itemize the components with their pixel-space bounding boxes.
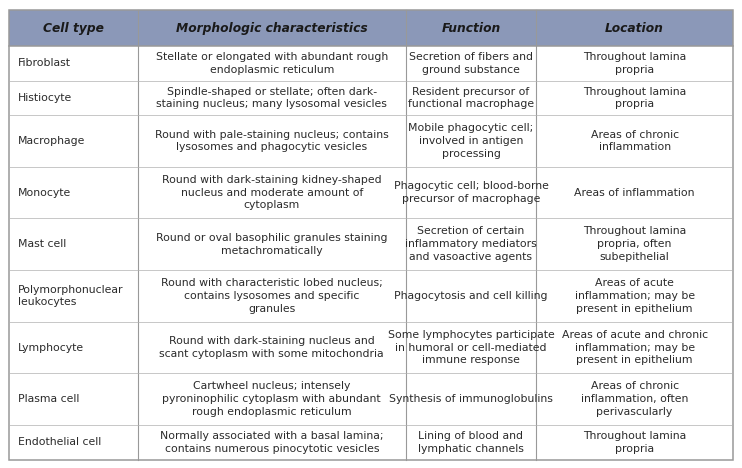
Text: Endothelial cell: Endothelial cell [18, 438, 101, 447]
Text: Resident precursor of
functional macrophage: Resident precursor of functional macroph… [408, 87, 534, 110]
Bar [9, 10, 733, 46]
Text: Round with pale-staining nucleus; contains
lysosomes and phagocytic vesicles: Round with pale-staining nucleus; contai… [155, 130, 389, 153]
Text: Synthesis of immunoglobulins: Synthesis of immunoglobulins [389, 395, 553, 404]
Text: Normally associated with a basal lamina;
contains numerous pinocytotic vesicles: Normally associated with a basal lamina;… [160, 431, 384, 454]
Text: Plasma cell: Plasma cell [18, 395, 79, 404]
Text: Macrophage: Macrophage [18, 136, 85, 146]
Text: Throughout lamina
propria: Throughout lamina propria [583, 87, 686, 110]
Text: Throughout lamina
propria: Throughout lamina propria [583, 52, 686, 75]
Text: Some lymphocytes participate
in humoral or cell-mediated
immune response: Some lymphocytes participate in humoral … [387, 330, 554, 366]
Text: Lymphocyte: Lymphocyte [18, 343, 84, 352]
Text: Monocyte: Monocyte [18, 188, 70, 197]
Text: Throughout lamina
propria, often
subepithelial: Throughout lamina propria, often subepit… [583, 227, 686, 262]
Text: Areas of inflammation: Areas of inflammation [574, 188, 695, 197]
Text: Histiocyte: Histiocyte [18, 93, 72, 103]
Text: Mast cell: Mast cell [18, 239, 66, 249]
Text: Round with characteristic lobed nucleus;
contains lysosomes and specific
granule: Round with characteristic lobed nucleus;… [161, 278, 383, 314]
Text: Cell type: Cell type [43, 22, 104, 35]
Text: Phagocytic cell; blood-borne
precursor of macrophage: Phagocytic cell; blood-borne precursor o… [393, 181, 548, 204]
Text: Mobile phagocytic cell;
involved in antigen
processing: Mobile phagocytic cell; involved in anti… [408, 123, 533, 159]
Text: Lining of blood and
lymphatic channels: Lining of blood and lymphatic channels [418, 431, 524, 454]
Text: Areas of acute and chronic
inflammation; may be
present in epithelium: Areas of acute and chronic inflammation;… [562, 330, 708, 366]
Text: Spindle-shaped or stellate; often dark-
staining nucleus; many lysosomal vesicle: Spindle-shaped or stellate; often dark- … [157, 87, 387, 110]
Text: Throughout lamina
propria: Throughout lamina propria [583, 431, 686, 454]
Text: Round with dark-staining nucleus and
scant cytoplasm with some mitochondria: Round with dark-staining nucleus and sca… [160, 336, 384, 359]
Text: Stellate or elongated with abundant rough
endoplasmic reticulum: Stellate or elongated with abundant roug… [156, 52, 388, 75]
Text: Areas of chronic
inflammation, often
perivascularly: Areas of chronic inflammation, often per… [581, 381, 689, 417]
Text: Round with dark-staining kidney-shaped
nucleus and moderate amount of
cytoplasm: Round with dark-staining kidney-shaped n… [162, 175, 381, 211]
Text: Location: Location [605, 22, 664, 35]
Text: Cartwheel nucleus; intensely
pyroninophilic cytoplasm with abundant
rough endopl: Cartwheel nucleus; intensely pyroninophi… [162, 381, 381, 417]
Text: Secretion of fibers and
ground substance: Secretion of fibers and ground substance [409, 52, 533, 75]
Text: Phagocytosis and cell killing: Phagocytosis and cell killing [394, 291, 548, 301]
Text: Function: Function [441, 22, 501, 35]
Text: Fibroblast: Fibroblast [18, 58, 70, 68]
Text: Areas of chronic
inflammation: Areas of chronic inflammation [591, 130, 679, 153]
Text: Morphologic characteristics: Morphologic characteristics [176, 22, 367, 35]
Text: Areas of acute
inflammation; may be
present in epithelium: Areas of acute inflammation; may be pres… [574, 278, 695, 314]
Text: Round or oval basophilic granules staining
metachromatically: Round or oval basophilic granules staini… [156, 233, 387, 256]
Text: Polymorphonuclear
leukocytes: Polymorphonuclear leukocytes [18, 285, 123, 307]
Text: Secretion of certain
inflammatory mediators
and vasoactive agents: Secretion of certain inflammatory mediat… [405, 227, 536, 262]
